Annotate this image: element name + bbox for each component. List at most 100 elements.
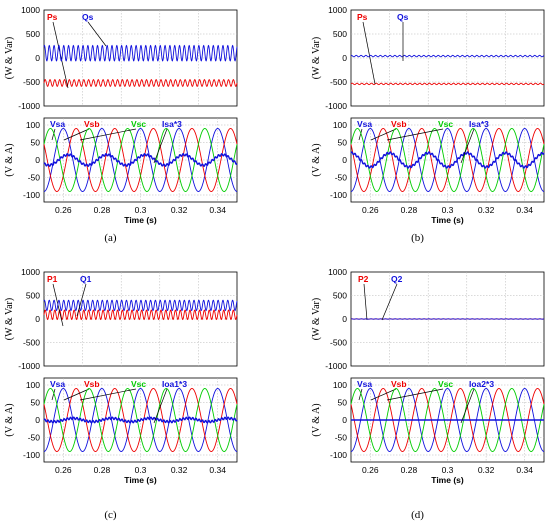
voltage-ytick-label: -50 [28,173,41,183]
power-series-qs [350,54,545,58]
voltage-ytick-label: 100 [333,120,347,130]
voltage-annotation-arrow [153,128,168,164]
power-annotation-arrow [381,283,398,321]
power-ytick-label: -500 [23,77,40,87]
voltage-xtick-label: 0.3 [442,205,454,215]
voltage-xtick-label: 0.34 [516,205,533,215]
voltage-xtick-label: 0.32 [171,465,188,475]
power-series-label: Qs [82,12,94,22]
voltage-series-label: Vsc [131,379,146,389]
voltage-xtick-label: 0.26 [362,465,379,475]
voltage-annotation-arrow [386,388,444,401]
voltage-series-label: Vsa [50,379,65,389]
power-series-qs [43,44,238,62]
power-ytick-label: 1000 [21,5,40,15]
power-ylabel: (W & Var) [311,298,322,340]
voltage-ytick-label: 50 [31,398,41,408]
voltage-xtick-label: 0.28 [401,205,418,215]
voltage-ylabel: (V & A) [311,143,322,176]
power-ytick-label: -1000 [325,361,347,371]
voltage-annotation-arrow [358,128,363,141]
voltage-xtick-label: 0.28 [94,205,111,215]
power-ytick-label: -1000 [18,101,40,111]
voltage-ylabel: (V & A) [4,143,15,176]
panel-caption: (d) [411,509,424,521]
voltage-annotation-arrow [63,388,90,401]
voltage-series-vsc [350,388,545,452]
power-ytick-label: 500 [26,291,40,301]
power-ylabel: (W & Var) [311,37,322,79]
voltage-series-label: Vsb [391,379,407,389]
voltage-xtick-label: 0.26 [362,205,379,215]
voltage-ytick-label: 0 [342,155,347,165]
voltage-annotation-arrow [153,388,168,424]
power-ytick-label: 0 [35,53,40,63]
power-series-label: Q2 [391,274,403,284]
voltage-series-label: Vsc [438,379,453,389]
voltage-xtick-label: 0.34 [516,465,533,475]
voltage-series-isa-x3 [43,152,238,168]
panel-caption: (b) [411,232,424,244]
voltage-annotation-arrow [386,128,444,141]
voltage-ylabel: (V & A) [4,403,15,436]
voltage-xlabel: Time (s) [124,215,157,225]
voltage-xtick-label: 0.28 [94,465,111,475]
voltage-ytick-label: -100 [23,450,40,460]
voltage-xtick-label: 0.34 [209,205,226,215]
voltage-xtick-label: 0.3 [442,465,454,475]
voltage-annotation-arrow [358,388,363,401]
power-annotation-arrow [76,283,87,317]
voltage-annotation-arrow [51,128,56,141]
voltage-ytick-label: 50 [31,138,41,148]
voltage-ytick-label: 100 [26,380,40,390]
voltage-xtick-label: 0.32 [478,205,495,215]
voltage-ytick-label: 0 [35,415,40,425]
voltage-ytick-label: 100 [333,380,347,390]
voltage-xtick-label: 0.28 [401,465,418,475]
power-ytick-label: 0 [342,53,347,63]
voltage-xtick-label: 0.34 [209,465,226,475]
voltage-annotation-arrow [79,128,137,141]
power-ytick-label: -500 [330,77,347,87]
power-series-ps [43,79,238,87]
voltage-annotation-arrow [63,128,90,141]
power-ylabel: (W & Var) [4,37,15,79]
voltage-series-vsc [43,388,238,452]
voltage-annotation-arrow [79,388,137,401]
voltage-xtick-label: 0.3 [135,465,147,475]
voltage-xtick-label: 0.32 [171,205,188,215]
power-ytick-label: 0 [342,314,347,324]
voltage-series-label: Vsb [84,119,100,129]
voltage-ytick-label: 100 [26,120,40,130]
power-annotation-arrow [363,283,368,321]
power-ytick-label: 500 [26,29,40,39]
voltage-annotation-arrow [370,128,397,141]
voltage-annotation-arrow [460,388,475,424]
voltage-series-label: Vsa [357,379,372,389]
voltage-ytick-label: -100 [330,450,347,460]
power-series-label: Qs [397,12,409,22]
voltage-series-label: Isa*3 [469,119,489,129]
power-series-label: P1 [47,274,58,284]
power-series-q1 [43,299,238,312]
voltage-xlabel: Time (s) [124,475,157,485]
voltage-series-label: Isa*3 [162,119,182,129]
panel-caption: (a) [104,232,117,244]
voltage-series-ioa1-x3 [43,416,238,424]
power-ytick-label: 1000 [328,5,347,15]
power-ylabel: (W & Var) [4,298,15,340]
voltage-ytick-label: 0 [35,155,40,165]
voltage-xtick-label: 0.26 [55,205,72,215]
voltage-series-vsc [43,128,238,192]
power-ytick-label: 500 [333,29,347,39]
voltage-annotation-arrow [51,388,56,401]
power-annotation-arrow [87,21,107,47]
voltage-ytick-label: -50 [335,433,348,443]
power-annotation-arrow [362,21,376,85]
power-ytick-label: 1000 [328,267,347,277]
voltage-series-label: Vsc [438,119,453,129]
